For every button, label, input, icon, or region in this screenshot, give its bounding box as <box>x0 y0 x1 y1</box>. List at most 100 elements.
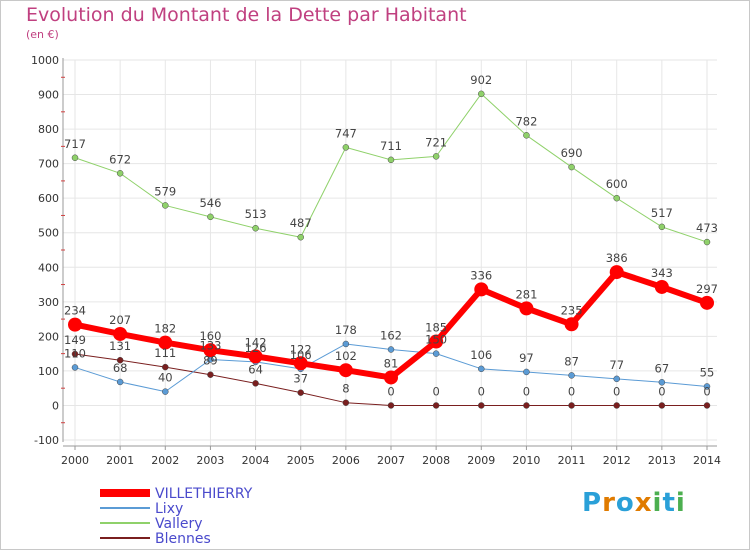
data-label-blennes: 0 <box>613 384 620 398</box>
data-label-blennes: 0 <box>658 384 665 398</box>
data-label-blennes: 0 <box>568 384 575 398</box>
logo-letter: x <box>634 488 653 518</box>
data-label-vallery: 747 <box>335 126 357 140</box>
y-tick-label: 0 <box>52 399 59 412</box>
data-point-blennes <box>703 402 711 409</box>
data-point-blennes <box>252 380 259 387</box>
data-point-lixy <box>162 388 169 395</box>
data-label-lixy: 67 <box>655 361 670 375</box>
data-point-villethierry <box>293 356 308 371</box>
series-blennes <box>71 350 711 409</box>
data-label-blennes: 111 <box>154 346 176 360</box>
data-label-blennes: 37 <box>293 372 308 386</box>
data-point-vallery <box>658 223 666 231</box>
x-tick-label: 2004 <box>242 454 270 467</box>
data-label-vallery: 690 <box>561 146 583 160</box>
data-label-vallery: 473 <box>696 221 718 235</box>
data-label-blennes: 89 <box>203 354 218 368</box>
data-label-vallery: 711 <box>380 139 402 153</box>
y-tick-label: 400 <box>38 261 59 274</box>
legend-label-vallery: Vallery <box>155 516 203 532</box>
data-label-blennes: 8 <box>342 382 349 396</box>
data-label-villethierry: 386 <box>606 251 628 265</box>
data-point-villethierry <box>338 363 353 378</box>
chart-subtitle: (en €) <box>26 28 59 41</box>
data-label-villethierry: 281 <box>515 287 537 301</box>
data-label-vallery: 672 <box>109 152 131 166</box>
data-label-lixy: 133 <box>199 339 221 353</box>
data-label-lixy: 87 <box>564 354 579 368</box>
logo-letter: t <box>662 488 676 518</box>
data-label-blennes: 0 <box>387 384 394 398</box>
data-point-blennes <box>162 363 169 371</box>
data-label-vallery: 513 <box>245 207 267 221</box>
data-label-villethierry: 102 <box>335 349 357 363</box>
data-label-lixy: 55 <box>700 365 715 379</box>
series-villethierry <box>68 265 714 385</box>
data-point-villethierry <box>203 343 218 358</box>
x-tick-label: 2012 <box>603 454 631 467</box>
proxiti-logo: Proxiti <box>582 488 686 518</box>
data-point-villethierry <box>113 326 128 341</box>
y-tick-label: 600 <box>38 192 59 205</box>
data-label-villethierry: 235 <box>561 303 583 317</box>
data-point-villethierry <box>158 335 173 350</box>
y-tick-label: 300 <box>38 296 59 309</box>
data-label-lixy: 110 <box>64 346 86 360</box>
data-label-blennes: 149 <box>64 333 86 347</box>
data-point-blennes <box>116 356 124 364</box>
data-label-blennes: 0 <box>432 384 439 398</box>
data-point-villethierry <box>654 279 669 294</box>
data-label-vallery: 600 <box>606 177 628 191</box>
legend-label-lixy: Lixy <box>155 501 183 517</box>
data-point-villethierry <box>384 370 398 385</box>
data-point-blennes <box>478 402 485 409</box>
data-label-villethierry: 142 <box>245 335 267 349</box>
data-point-vallery <box>523 132 530 139</box>
logo-letter: P <box>582 488 603 518</box>
data-label-vallery: 487 <box>290 216 312 230</box>
data-point-vallery <box>342 144 350 151</box>
data-label-lixy: 97 <box>519 351 534 365</box>
data-point-vallery <box>162 202 169 209</box>
y-tick-label: 500 <box>38 227 59 240</box>
axes: -100010020030040050060070080090010002000… <box>31 54 721 467</box>
data-label-lixy: 77 <box>609 358 624 372</box>
data-label-vallery: 717 <box>64 137 86 151</box>
data-point-vallery <box>613 194 620 202</box>
data-point-villethierry <box>700 295 714 310</box>
chart-title: Evolution du Montant de la Dette par Hab… <box>26 4 467 26</box>
data-point-blennes <box>613 402 620 409</box>
data-point-lixy <box>613 375 620 383</box>
data-label-villethierry: 122 <box>290 342 312 356</box>
data-point-villethierry <box>609 265 624 280</box>
legend-label-blennes: Blennes <box>155 531 211 547</box>
data-point-vallery <box>71 154 79 162</box>
x-tick-label: 2013 <box>648 454 676 467</box>
data-label-villethierry: 343 <box>651 266 673 280</box>
data-point-blennes <box>342 399 350 406</box>
data-point-villethierry <box>429 334 444 349</box>
y-tick-label: 800 <box>38 123 59 136</box>
data-label-lixy: 162 <box>380 328 402 342</box>
data-label-villethierry: 207 <box>109 313 131 327</box>
data-point-lixy <box>71 364 79 371</box>
data-label-villethierry: 160 <box>199 329 221 343</box>
data-point-blennes <box>71 350 79 358</box>
series-vallery <box>71 90 711 246</box>
data-label-lixy: 150 <box>425 333 447 347</box>
x-tick-label: 2009 <box>467 454 495 467</box>
data-point-vallery <box>568 163 575 171</box>
logo-letter: i <box>652 488 663 518</box>
data-label-villethierry: 81 <box>384 356 399 370</box>
data-point-lixy <box>342 340 350 348</box>
x-tick-label: 2010 <box>512 454 540 467</box>
data-point-lixy <box>658 379 666 386</box>
data-label-lixy: 40 <box>158 371 173 385</box>
data-point-villethierry <box>519 301 534 316</box>
y-tick-label: 100 <box>38 365 59 378</box>
y-tick-label: 1000 <box>31 54 59 67</box>
data-point-vallery <box>252 224 259 232</box>
